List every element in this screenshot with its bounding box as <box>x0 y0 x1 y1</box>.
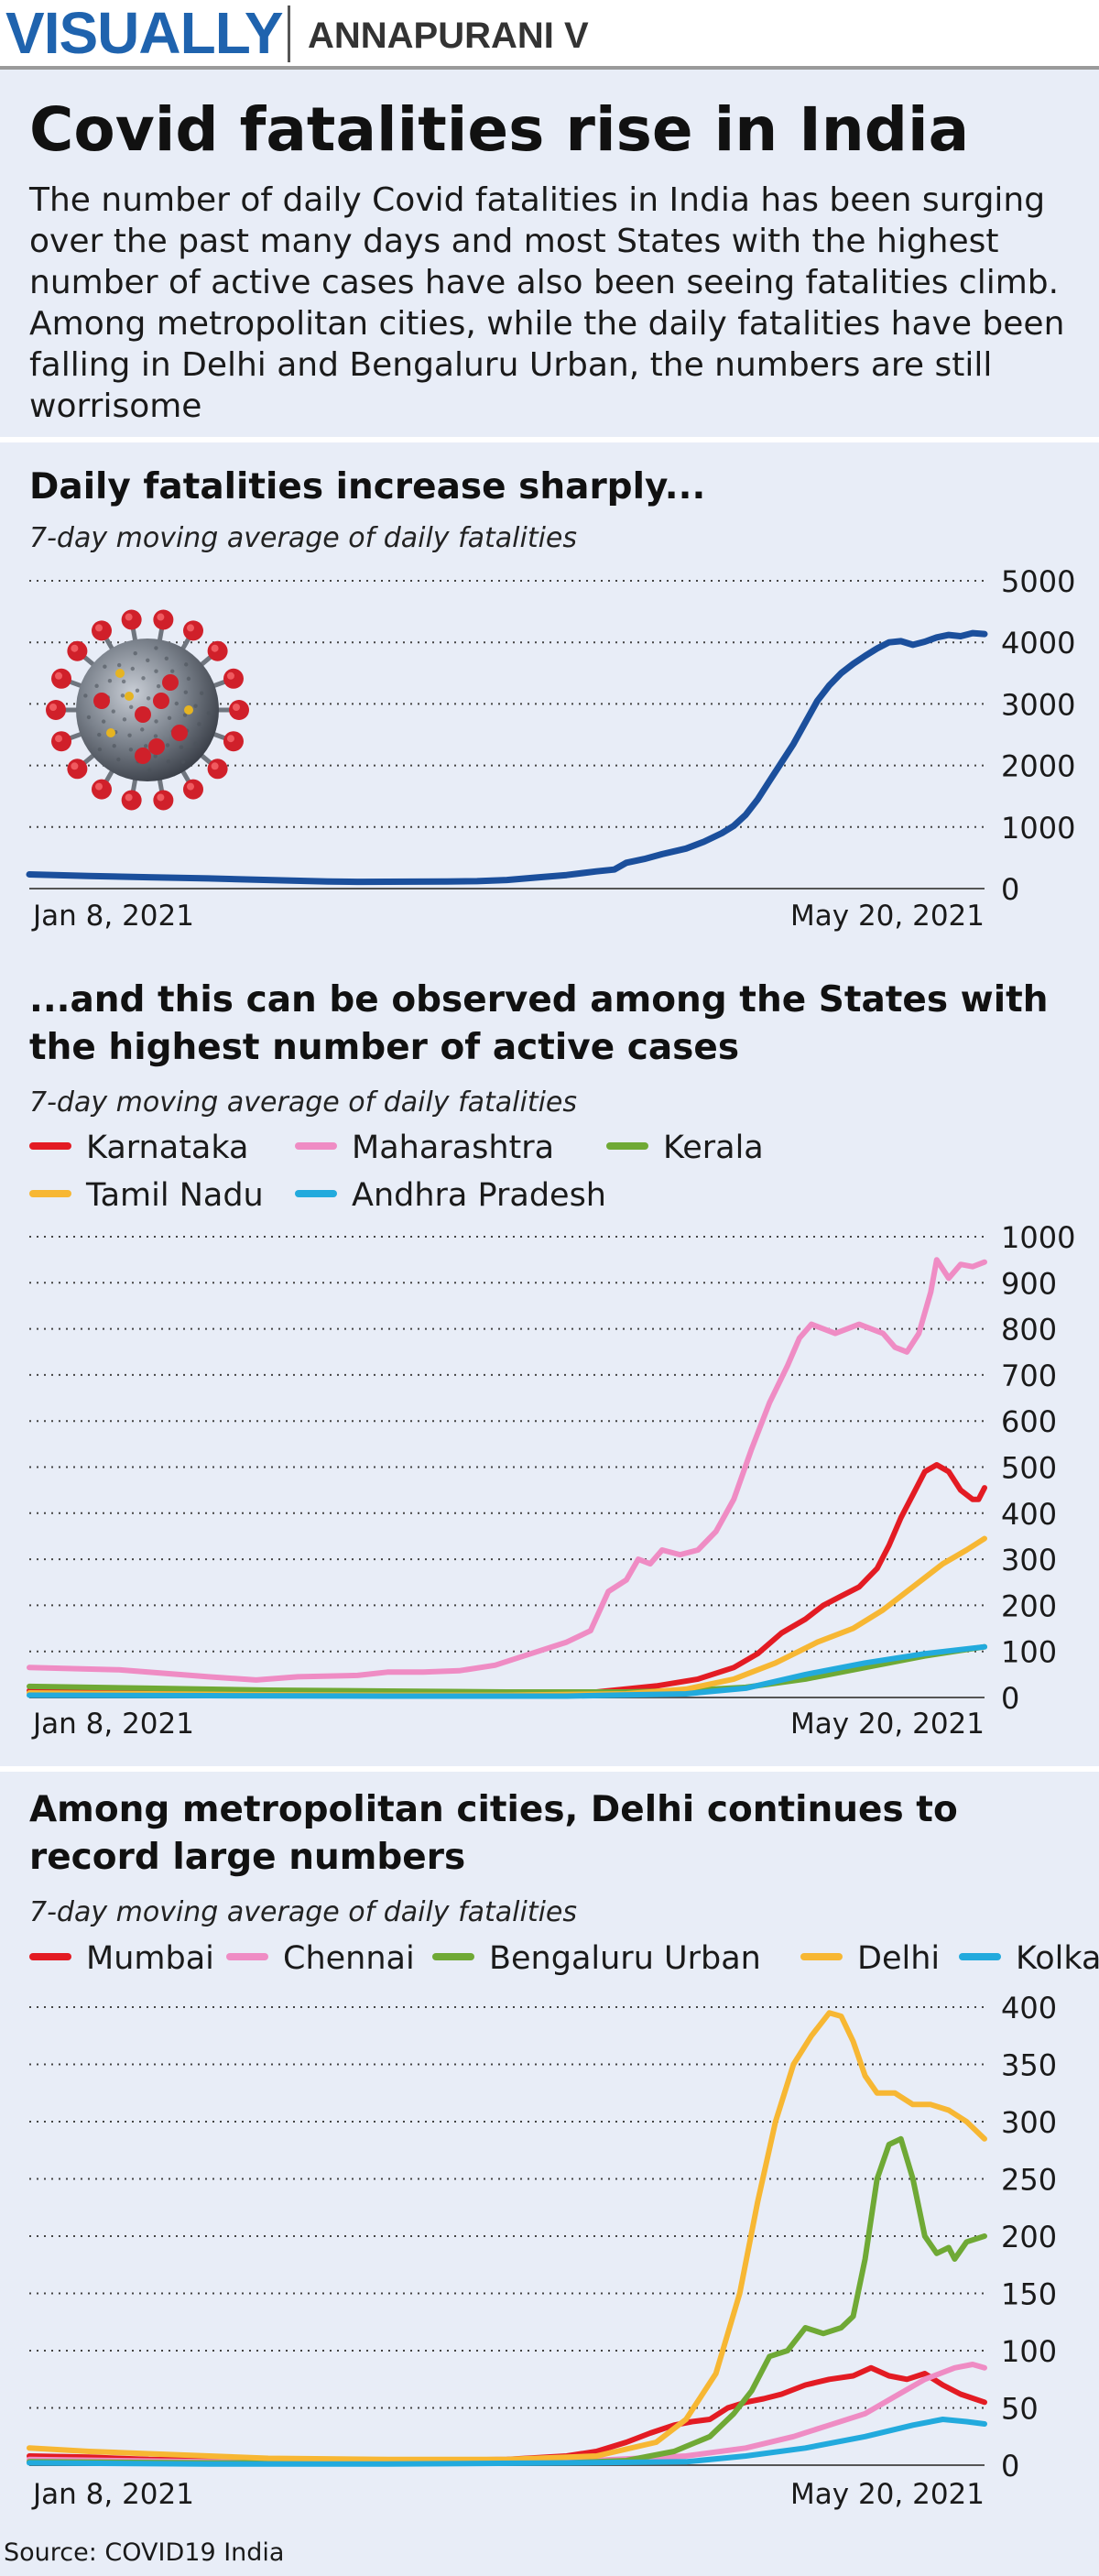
series-line-mumbai <box>27 2364 987 2463</box>
section-2-subtitle: 7-day moving average of daily fatalities <box>29 1086 578 1119</box>
y-tick-label: 300 <box>1001 2105 1057 2140</box>
y-tick-label: 100 <box>1001 2334 1057 2369</box>
y-tick-label: 0 <box>1001 2449 1019 2483</box>
legend-label: Andhra Pradesh <box>352 1177 606 1214</box>
coronavirus-icon <box>46 609 249 811</box>
legend-item-mumbai: Mumbai <box>29 1937 214 1980</box>
legend-cities: Mumbai Chennai Bengaluru Urban Delhi Kolkata <box>29 1937 1099 1983</box>
legend-label: Karnataka <box>86 1130 249 1166</box>
x-tick-label: May 20, 2021 <box>790 2478 985 2511</box>
chart-cities-fatalities: 0 50 100 150 200 250 300 350 400 Jan 8, 2021 May 2… <box>27 1991 1057 2511</box>
legend-label: Mumbai <box>86 1940 214 1977</box>
section-divider <box>0 1766 1099 1772</box>
section-1-subtitle: 7-day moving average of daily fatalities <box>29 522 578 554</box>
legend-swatch <box>432 1953 474 1960</box>
headline: Covid fatalities rise in India <box>29 94 970 165</box>
legend-states: Karnataka Maharashtra Kerala Tamil Nadu Andh… <box>29 1127 1073 1218</box>
y-tick-label: 4000 <box>1001 626 1075 660</box>
y-tick-label: 2000 <box>1001 749 1075 784</box>
masthead-rule <box>0 66 1099 70</box>
brand-logo: VISUALLY <box>5 0 284 66</box>
y-tick-label: 250 <box>1001 2163 1057 2198</box>
y-tick-label: 600 <box>1001 1404 1057 1439</box>
y-tick-label: 350 <box>1001 2048 1057 2083</box>
legend-label: Chennai <box>283 1940 415 1977</box>
x-tick-label: May 20, 2021 <box>790 1708 985 1741</box>
y-tick-label: 700 <box>1001 1359 1057 1393</box>
legend-item-andhra-pradesh: Andhra Pradesh <box>295 1174 606 1217</box>
legend-swatch <box>226 1953 268 1960</box>
legend-label: Kerala <box>663 1130 764 1166</box>
y-tick-label: 500 <box>1001 1451 1057 1486</box>
y-tick-label: 0 <box>1001 1681 1019 1716</box>
masthead: VISUALLY ANNAPURANI V <box>0 0 1099 70</box>
section-2-title: ...and this can be observed among the St… <box>29 979 1049 1068</box>
legend-label: Tamil Nadu <box>86 1177 264 1214</box>
legend-swatch <box>29 1142 71 1150</box>
legend-item-maharashtra: Maharashtra <box>295 1127 554 1169</box>
series-line-andhra-pradesh <box>27 1643 987 1699</box>
legend-swatch <box>29 1190 71 1197</box>
legend-swatch <box>959 1953 1001 1960</box>
source-note: Source: COVID19 India <box>4 2538 285 2567</box>
y-tick-label: 50 <box>1001 2392 1039 2427</box>
section-3-subtitle: 7-day moving average of daily fatalities <box>29 1896 578 1928</box>
y-tick-label: 200 <box>1001 2220 1057 2254</box>
y-tick-label: 100 <box>1001 1635 1057 1670</box>
chart-india-fatalities: 0 1000 2000 3000 4000 5000 Jan 8, 2021 May 20, … <box>26 564 1075 933</box>
section-3-title: Among metropolitan cities, Delhi continu… <box>29 1789 958 1878</box>
y-tick-label: 150 <box>1001 2277 1057 2312</box>
series-line-india <box>26 629 988 886</box>
legend-label: Delhi <box>857 1940 941 1977</box>
legend-item-karnataka: Karnataka <box>29 1127 248 1169</box>
y-tick-label: 200 <box>1001 1588 1057 1623</box>
y-tick-label: 400 <box>1001 1497 1057 1532</box>
brand-separator <box>288 5 290 62</box>
legend-item-kolkata: Kolkata <box>959 1937 1099 1980</box>
legend-swatch <box>295 1190 337 1197</box>
legend-item-delhi: Delhi <box>800 1937 940 1980</box>
series-line-maharashtra <box>27 1257 987 1683</box>
legend-swatch <box>295 1142 337 1150</box>
y-tick-label: 300 <box>1001 1543 1057 1577</box>
legend-item-kerala: Kerala <box>606 1127 764 1169</box>
x-tick-label: Jan 8, 2021 <box>31 1708 194 1741</box>
intro-paragraph: The number of daily Covid fatalities in … <box>29 181 1065 425</box>
author-byline: ANNAPURANI V <box>308 16 589 56</box>
x-tick-label: May 20, 2021 <box>790 900 985 933</box>
y-tick-label: 5000 <box>1001 564 1075 599</box>
legend-item-bengaluru-urban: Bengaluru Urban <box>432 1937 761 1980</box>
chart-states-fatalities: 0 100 200 300 400 500 600 700 800 900 1000 Jan 8, 2… <box>27 1220 1075 1741</box>
legend-label: Bengaluru Urban <box>489 1940 761 1977</box>
y-tick-label: 1000 <box>1001 1220 1075 1255</box>
y-tick-label: 800 <box>1001 1313 1057 1348</box>
y-tick-label: 3000 <box>1001 687 1075 722</box>
x-tick-label: Jan 8, 2021 <box>31 2478 194 2511</box>
legend-label: Kolkata <box>1016 1940 1099 1977</box>
y-tick-label: 1000 <box>1001 811 1075 846</box>
section-divider <box>0 437 1099 442</box>
legend-swatch <box>800 1953 843 1960</box>
series-line-kolkata <box>27 2417 987 2467</box>
legend-label: Maharashtra <box>352 1130 555 1166</box>
y-tick-label: 0 <box>1001 872 1019 907</box>
y-tick-label: 400 <box>1001 1991 1057 2025</box>
series-line-delhi <box>27 2010 987 2462</box>
legend-item-tamil-nadu: Tamil Nadu <box>29 1174 264 1217</box>
legend-item-chennai: Chennai <box>226 1937 415 1980</box>
series-line-bengaluru-urban <box>27 2135 987 2466</box>
section-1-title: Daily fatalities increase sharply... <box>29 466 706 508</box>
legend-swatch <box>29 1953 71 1960</box>
x-tick-label: Jan 8, 2021 <box>31 900 194 933</box>
y-tick-label: 900 <box>1001 1266 1057 1301</box>
legend-swatch <box>606 1142 648 1150</box>
